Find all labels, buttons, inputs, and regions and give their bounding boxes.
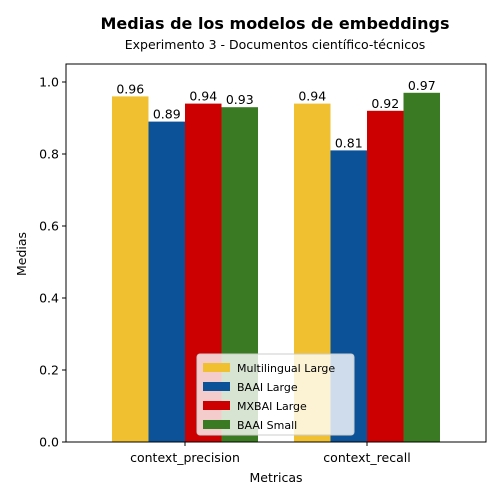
bar-value-label: 0.93 [226, 92, 254, 107]
y-tick-label: 0.4 [39, 291, 59, 306]
bar-value-label: 0.92 [371, 96, 399, 111]
legend-swatch [203, 363, 230, 372]
y-tick-label: 0.2 [39, 363, 59, 378]
x-tick-label: context_precision [130, 450, 240, 465]
bar-value-label: 0.89 [153, 107, 181, 122]
bar-value-label: 0.97 [408, 78, 436, 93]
chart-subtitle: Experimento 3 - Documentos científico-té… [125, 37, 426, 52]
chart-title: Medias de los modelos de embeddings [100, 14, 449, 33]
bar [112, 96, 149, 443]
bar [367, 110, 404, 443]
legend-label: BAAI Large [237, 381, 298, 394]
legend-swatch [203, 401, 230, 410]
legend-label: MXBAI Large [237, 400, 307, 413]
y-tick-label: 0.8 [39, 147, 59, 162]
x-axis-label: Metricas [249, 470, 302, 485]
legend-box [196, 353, 355, 436]
y-tick-label: 1.0 [39, 75, 59, 90]
y-tick-label: 0.6 [39, 219, 59, 234]
x-tick-label: context_recall [323, 450, 410, 465]
legend-label: Multilingual Large [237, 362, 335, 375]
bar-value-label: 0.81 [335, 135, 363, 150]
bar-value-label: 0.96 [116, 81, 144, 96]
legend-swatch [203, 420, 230, 429]
bar-value-label: 0.94 [298, 89, 326, 104]
legend-swatch [203, 382, 230, 391]
bar [403, 92, 440, 443]
y-axis-label: Medias [14, 232, 29, 276]
bar-value-label: 0.94 [189, 89, 217, 104]
legend-label: BAAI Small [237, 419, 297, 432]
plot-area: 0.96 0.94 0.89 0.81 0.94 0.92 0.93 0.97 0.0 0.2 0.… [39, 63, 487, 465]
y-tick-label: 0.0 [39, 435, 59, 450]
bar [148, 121, 185, 442]
plot-frame [65, 63, 487, 443]
